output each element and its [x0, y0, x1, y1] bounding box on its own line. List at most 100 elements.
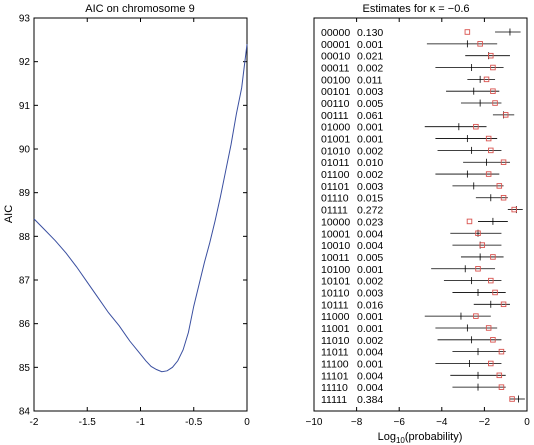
- aic-y-axis-label: AIC: [3, 205, 15, 223]
- row-estimate-marker: [473, 123, 479, 130]
- estimate-row: 10110 0.003: [321, 287, 506, 299]
- row-probability-label: 0.384: [357, 394, 383, 406]
- estimate-row: 10001 0.004: [321, 228, 502, 240]
- estimate-row: 10101 0.002: [321, 276, 502, 288]
- row-probability-label: 0.002: [357, 63, 383, 75]
- row-probability-label: 0.001: [357, 134, 383, 146]
- estimate-row: 00011 0.002: [321, 63, 504, 75]
- row-probability-label: 0.021: [357, 51, 383, 63]
- row-estimate-marker: [488, 147, 494, 154]
- aic-y-tick-label: 92: [19, 57, 31, 68]
- row-probability-label: 0.130: [357, 27, 383, 39]
- estimates-chart-title: Estimates for κ = −0.6: [363, 3, 470, 15]
- row-estimate-marker: [509, 396, 515, 402]
- estimates-x-tick-label: 0: [524, 417, 530, 428]
- aic-x-tick-label: 0: [244, 417, 250, 428]
- aic-plot-frame: [33, 17, 248, 412]
- row-pattern-label: 10001: [321, 228, 350, 240]
- row-pattern-label: 01110: [321, 193, 349, 205]
- estimate-row: 11011 0.004: [321, 347, 506, 359]
- row-estimate-marker: [490, 254, 496, 260]
- row-probability-label: 0.002: [357, 335, 383, 347]
- row-estimate-marker: [490, 64, 496, 71]
- estimate-row: 01011 0.010: [321, 157, 510, 169]
- aic-y-tick-label: 90: [19, 145, 31, 156]
- aic-y-tick-label: 86: [19, 319, 31, 330]
- row-probability-label: 0.004: [357, 370, 383, 382]
- row-probability-label: 0.011: [357, 74, 383, 86]
- row-probability-label: 0.005: [357, 98, 383, 110]
- row-pattern-label: 10000: [321, 216, 350, 228]
- row-estimate-marker: [479, 242, 486, 248]
- estimate-row: 11000 0.001: [321, 311, 491, 323]
- row-pattern-label: 11000: [321, 311, 350, 323]
- row-estimate-marker: [498, 384, 505, 390]
- aic-curve: [33, 44, 248, 373]
- row-estimate-marker: [488, 360, 494, 367]
- estimate-row: 01100 0.002: [321, 169, 500, 181]
- estimate-row: 11101 0.004: [321, 370, 506, 382]
- row-probability-label: 0.016: [357, 299, 383, 311]
- row-probability-label: 0.003: [357, 181, 383, 193]
- aic-panel: AIC on chromosome 9 AIC -2 -1.5 -1 -0.5 0 84 8…: [3, 3, 250, 428]
- row-pattern-label: 01011: [321, 157, 350, 169]
- row-estimate-marker: [475, 230, 481, 237]
- row-estimate-marker: [464, 29, 471, 35]
- row-pattern-label: 01100: [321, 169, 350, 181]
- estimate-row: 00001 0.001: [321, 39, 498, 51]
- row-probability-label: 0.001: [357, 122, 383, 134]
- estimate-row: 10010 0.004: [321, 240, 502, 252]
- row-estimate-marker: [502, 112, 509, 118]
- row-estimate-marker: [496, 183, 503, 189]
- aic-y-tick-label: 88: [19, 232, 31, 243]
- xlabel-rest: (probability): [405, 431, 462, 443]
- row-pattern-label: 10110: [321, 287, 350, 299]
- row-estimate-marker: [477, 41, 483, 47]
- row-pattern-label: 10100: [321, 264, 350, 276]
- row-probability-label: 0.010: [357, 157, 383, 169]
- row-pattern-label: 11101: [321, 370, 349, 382]
- estimate-row: 10100 0.001: [321, 264, 496, 276]
- estimate-row: 11111 0.384: [321, 394, 525, 406]
- aic-x-tick-label: -1: [136, 417, 145, 428]
- row-pattern-label: 11100: [321, 358, 349, 370]
- estimates-x-axis-label: Log10(probability): [378, 431, 463, 445]
- row-probability-label: 0.003: [357, 86, 383, 98]
- row-pattern-label: 01001: [321, 134, 350, 146]
- row-pattern-label: 10111: [321, 299, 349, 311]
- estimate-row: 00110 0.005: [321, 98, 502, 110]
- estimate-row: 01110 0.015: [321, 193, 508, 205]
- estimates-x-tick-label: −6: [393, 417, 405, 428]
- row-probability-label: 0.001: [357, 358, 383, 370]
- row-estimate-marker: [485, 135, 492, 142]
- estimates-x-tick-label: −8: [351, 417, 363, 428]
- row-probability-label: 0.272: [357, 205, 383, 217]
- estimate-row: 01001 0.001: [321, 134, 498, 146]
- row-estimate-marker: [490, 337, 496, 343]
- row-pattern-label: 11001: [321, 323, 350, 335]
- estimate-row: 11001 0.001: [321, 323, 498, 335]
- aic-chart-title: AIC on chromosome 9: [85, 3, 194, 15]
- aic-x-tick-label: -2: [30, 417, 39, 428]
- row-probability-label: 0.001: [357, 39, 383, 51]
- estimates-plot-frame: [313, 17, 528, 412]
- row-pattern-label: 11111: [321, 394, 347, 406]
- row-estimate-marker: [511, 206, 517, 213]
- row-estimate-marker: [492, 100, 498, 106]
- estimates-x-tick-label: −2: [479, 417, 491, 428]
- row-estimate-marker: [485, 325, 492, 331]
- estimate-row: 10111 0.016: [321, 299, 510, 311]
- row-pattern-label: 01000: [321, 122, 350, 134]
- row-pattern-label: 01101: [321, 181, 350, 193]
- estimate-row: 01010 0.002: [321, 145, 502, 157]
- estimate-row: 11110 0.004: [321, 382, 506, 394]
- estimate-row: 01101 0.003: [321, 181, 504, 193]
- estimate-row: 01000 0.001: [321, 122, 487, 134]
- row-pattern-label: 00111: [321, 110, 349, 122]
- row-estimate-marker: [492, 289, 498, 296]
- xlabel-sub: 10: [396, 436, 405, 445]
- aic-y-tick-label: 93: [19, 14, 31, 25]
- row-probability-label: 0.004: [357, 240, 383, 252]
- xlabel-main: Log: [378, 431, 396, 443]
- row-probability-label: 0.004: [357, 228, 383, 240]
